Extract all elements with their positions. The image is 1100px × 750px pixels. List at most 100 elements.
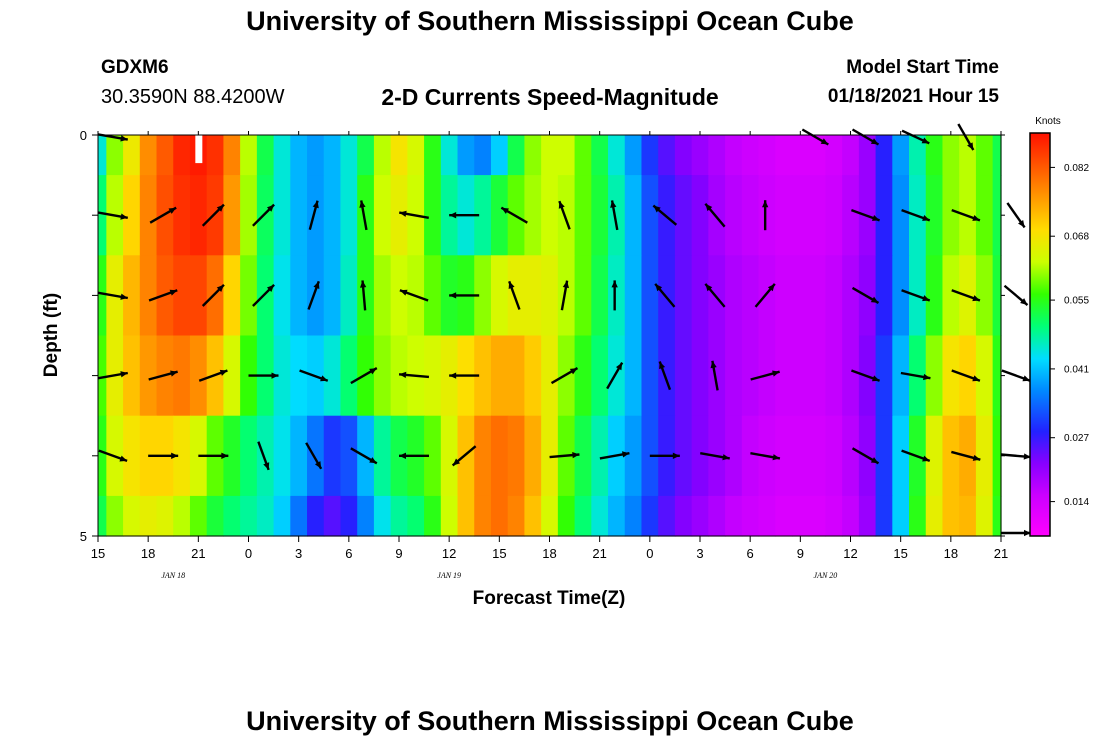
heatmap-cell	[758, 175, 776, 256]
heatmap-cell	[507, 255, 526, 337]
heatmap-cell	[490, 495, 509, 537]
heatmap-cell	[825, 135, 843, 176]
colorbar-scale	[1029, 132, 1051, 537]
heatmap-cell	[373, 415, 392, 497]
heatmap-cell	[825, 415, 843, 497]
model-start-value: 01/18/2021 Hour 15	[827, 86, 999, 107]
heatmap-cell	[791, 495, 810, 537]
current-vector-arrow	[252, 203, 275, 227]
heatmap-cell	[474, 495, 492, 537]
x-tick-label: 9	[395, 546, 402, 561]
heatmap-cell	[256, 255, 275, 337]
heatmap-cell	[608, 335, 626, 417]
heatmap-cell	[340, 335, 358, 417]
heatmap-cell	[674, 255, 693, 337]
current-vector-arrow	[399, 289, 429, 302]
heatmap-cell	[557, 175, 576, 256]
heatmap-cell	[273, 335, 291, 417]
heatmap-cell	[557, 335, 576, 417]
heatmap-cell	[273, 495, 291, 537]
heatmap-cell	[407, 135, 425, 176]
current-vector-arrow	[851, 128, 880, 146]
current-vector-arrow	[1000, 453, 1032, 460]
heatmap-cell	[741, 415, 760, 497]
heatmap-cell	[240, 415, 258, 497]
heatmap-cell	[992, 335, 1002, 417]
colorbar-label: 0.055	[1064, 296, 1089, 307]
x-tick-label: 21	[191, 546, 205, 561]
heatmap-cell	[223, 255, 241, 337]
current-vector-arrow	[305, 442, 323, 470]
current-vector-arrow	[359, 200, 368, 231]
heatmap-cell	[624, 135, 643, 176]
heatmap-cell	[624, 175, 643, 256]
heatmap-cell	[842, 255, 860, 337]
heatmap-cell	[106, 495, 124, 537]
heatmap-cell	[106, 135, 124, 176]
y-axis-title: Depth (ft)	[41, 293, 62, 377]
heatmap-cell	[591, 335, 609, 417]
missing-data-patch	[195, 135, 203, 164]
heatmap-cell	[240, 175, 258, 256]
heatmap-cell	[658, 135, 676, 176]
heatmap-cell	[123, 495, 141, 537]
heatmap-cell	[98, 335, 107, 417]
current-vector-arrow	[851, 447, 880, 465]
heatmap-cell	[892, 175, 910, 256]
current-vector-arrow	[201, 203, 225, 227]
heatmap-cell	[975, 335, 994, 417]
station-id: GDXM6	[101, 57, 169, 78]
current-vector-arrow	[449, 372, 480, 379]
heatmap-cell	[791, 255, 810, 337]
heatmap-cell	[541, 335, 559, 417]
heatmap-cell	[390, 175, 408, 256]
x-date-label: JAN 20	[814, 571, 838, 580]
heatmap-cell	[206, 135, 225, 176]
heatmap-cell	[373, 175, 392, 256]
heatmap-cell	[156, 495, 174, 537]
current-vector-arrow	[307, 280, 320, 310]
heatmap-cell	[541, 495, 559, 537]
heatmap-cell	[674, 335, 693, 417]
current-vector-arrow	[851, 286, 880, 304]
heatmap-cell	[206, 175, 225, 256]
current-vector-arrow	[148, 289, 178, 302]
heatmap-cell	[608, 495, 626, 537]
heatmap-cell	[791, 175, 810, 256]
heatmap-cell	[842, 415, 860, 497]
current-vector-arrow	[98, 291, 128, 300]
heatmap-cell	[474, 175, 492, 256]
heatmap-cell	[373, 495, 392, 537]
heatmap-cell	[340, 255, 358, 337]
heatmap-cell	[139, 175, 158, 256]
heatmap-cell	[775, 495, 793, 537]
heatmap-cell	[942, 495, 960, 537]
x-tick-label: 12	[442, 546, 456, 561]
heatmap-cell	[440, 135, 459, 176]
current-vector-arrow	[951, 289, 981, 302]
heatmap-cell	[791, 415, 810, 497]
heatmap-cell	[223, 175, 241, 256]
heatmap-cell	[357, 335, 375, 417]
x-tick-label: 12	[843, 546, 857, 561]
x-tick-label: 18	[944, 546, 958, 561]
heatmap-cell	[691, 495, 709, 537]
heatmap-cell	[424, 255, 442, 337]
heatmap-cell	[524, 495, 542, 537]
heatmap-cell	[959, 495, 977, 537]
heatmap-cell	[256, 415, 275, 497]
current-vector-arrow	[951, 369, 981, 382]
heatmap-cell	[373, 255, 392, 337]
colorbar-label: 0.014	[1064, 497, 1089, 508]
heatmap-cell	[373, 135, 392, 176]
heatmap-cell	[307, 495, 325, 537]
current-vector-arrow	[98, 449, 128, 463]
heatmap-cell	[541, 175, 559, 256]
heatmap-cell	[256, 175, 275, 256]
heatmap-cell	[641, 175, 659, 256]
heatmap-cell	[975, 175, 994, 256]
current-vector-arrow	[451, 445, 477, 467]
heatmap-cell	[758, 495, 776, 537]
current-vector-arrow	[148, 370, 178, 381]
